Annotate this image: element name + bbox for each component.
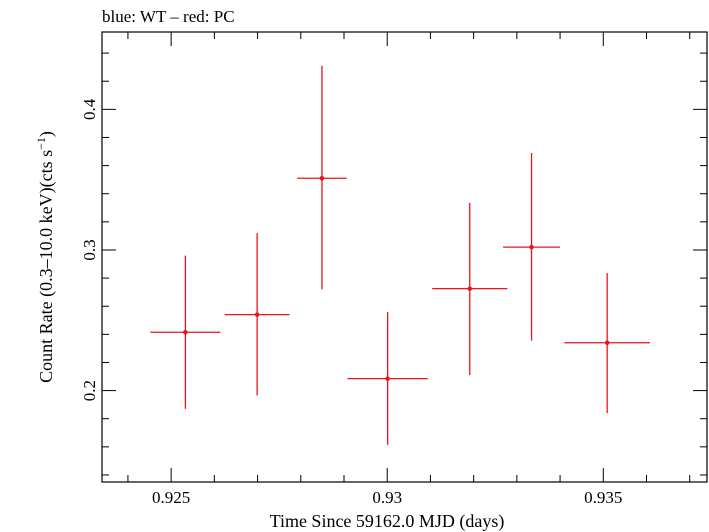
data-point bbox=[529, 244, 534, 250]
y-tick-label: 0.4 bbox=[80, 98, 99, 120]
data-series bbox=[150, 65, 650, 445]
data-point bbox=[604, 340, 610, 346]
data-point bbox=[467, 286, 473, 291]
data-point bbox=[385, 376, 390, 381]
y-axis-label: Count Rate (0.3–10.0 keV)(cts s−1) bbox=[34, 131, 57, 383]
y-axis: 0.2 0.3 0.4 bbox=[80, 52, 707, 476]
data-point bbox=[254, 312, 260, 317]
y-axis-label-main: Count Rate (0.3–10.0 keV)(cts s bbox=[36, 150, 57, 383]
y-axis-label-exponent: −1 bbox=[34, 137, 48, 150]
data-point bbox=[319, 175, 325, 181]
data-point-group bbox=[432, 202, 508, 376]
x-axis: 0.925 0.93 0.935 bbox=[127, 32, 691, 507]
y-tick-label: 0.3 bbox=[80, 239, 99, 260]
chart-title: blue: WT – red: PC bbox=[102, 7, 235, 26]
x-axis-label: Time Since 59162.0 MJD (days) bbox=[270, 511, 505, 532]
data-point bbox=[183, 329, 188, 335]
data-point-group bbox=[150, 255, 221, 409]
data-point-group bbox=[503, 152, 561, 341]
data-point-group bbox=[347, 311, 428, 445]
y-axis-label-close: ) bbox=[36, 131, 57, 137]
y-tick-label: 0.2 bbox=[80, 380, 99, 401]
data-point-group bbox=[224, 233, 290, 396]
plot-frame bbox=[101, 31, 708, 483]
x-tick-label: 0.935 bbox=[584, 488, 622, 507]
data-point-group bbox=[297, 65, 347, 290]
data-point-group bbox=[564, 273, 650, 414]
x-tick-label: 0.93 bbox=[372, 488, 402, 507]
x-tick-label: 0.925 bbox=[152, 488, 190, 507]
